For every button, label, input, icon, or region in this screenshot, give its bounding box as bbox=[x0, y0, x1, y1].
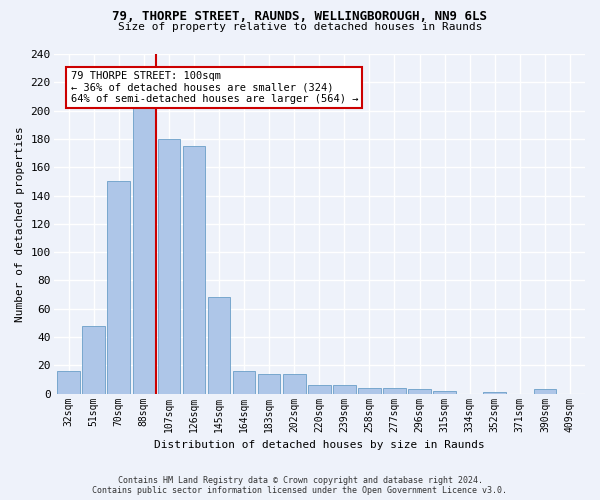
Text: Size of property relative to detached houses in Raunds: Size of property relative to detached ho… bbox=[118, 22, 482, 32]
Bar bbox=[233, 371, 256, 394]
Text: 79, THORPE STREET, RAUNDS, WELLINGBOROUGH, NN9 6LS: 79, THORPE STREET, RAUNDS, WELLINGBOROUG… bbox=[113, 10, 487, 23]
Bar bbox=[333, 385, 356, 394]
Text: 79 THORPE STREET: 100sqm
← 36% of detached houses are smaller (324)
64% of semi-: 79 THORPE STREET: 100sqm ← 36% of detach… bbox=[71, 71, 358, 104]
Bar bbox=[82, 326, 105, 394]
Bar bbox=[158, 139, 180, 394]
Bar bbox=[308, 385, 331, 394]
Bar bbox=[433, 391, 456, 394]
Bar bbox=[408, 390, 431, 394]
Bar bbox=[182, 146, 205, 394]
Bar bbox=[383, 388, 406, 394]
Bar bbox=[258, 374, 280, 394]
Bar bbox=[133, 108, 155, 394]
Y-axis label: Number of detached properties: Number of detached properties bbox=[15, 126, 25, 322]
Bar bbox=[533, 390, 556, 394]
Bar bbox=[107, 182, 130, 394]
Bar bbox=[484, 392, 506, 394]
Text: Contains HM Land Registry data © Crown copyright and database right 2024.
Contai: Contains HM Land Registry data © Crown c… bbox=[92, 476, 508, 495]
Bar bbox=[208, 298, 230, 394]
X-axis label: Distribution of detached houses by size in Raunds: Distribution of detached houses by size … bbox=[154, 440, 485, 450]
Bar bbox=[358, 388, 381, 394]
Bar bbox=[58, 371, 80, 394]
Bar bbox=[283, 374, 305, 394]
